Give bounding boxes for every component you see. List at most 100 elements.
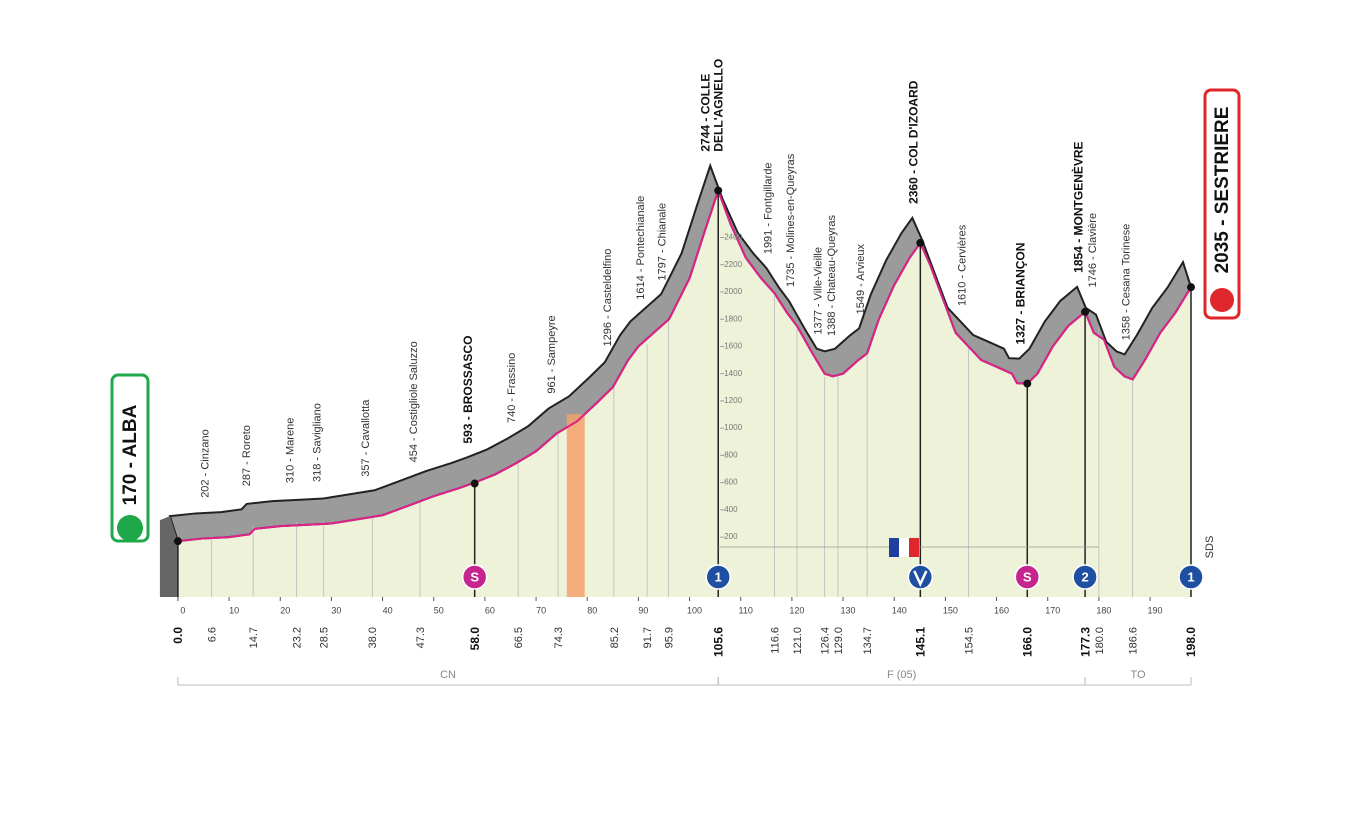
waypoint-dot bbox=[714, 186, 723, 195]
waypoint-name: 1610 - Cervières bbox=[956, 224, 968, 306]
km-label: 121.0 bbox=[792, 627, 804, 655]
km-label: 38.0 bbox=[367, 627, 379, 648]
marker-kom bbox=[1072, 564, 1098, 590]
profile-side bbox=[159, 516, 178, 597]
km-label: 145.1 bbox=[914, 627, 928, 657]
x-tick-label: 170 bbox=[1045, 605, 1060, 615]
marker-kom bbox=[1178, 564, 1204, 590]
waypoint-name: 1377 - Ville-Vieille bbox=[813, 247, 825, 335]
x-tick-label: 140 bbox=[892, 605, 907, 615]
km-label: 105.6 bbox=[711, 627, 725, 657]
waypoint-name: 1549 - Arvieux bbox=[855, 244, 867, 315]
km-label: 198.0 bbox=[1184, 627, 1198, 657]
waypoint-name: 1854 - MONTGENÈVRE bbox=[1070, 141, 1085, 272]
x-tick-label: 160 bbox=[994, 605, 1009, 615]
waypoint-name: 961 - Sampeyre bbox=[546, 315, 558, 393]
y-tick-label: 1000 bbox=[724, 423, 742, 432]
profile-fill bbox=[177, 190, 1191, 597]
finish-icon bbox=[1210, 288, 1234, 312]
km-label: 85.2 bbox=[609, 627, 621, 648]
region-label: F (05) bbox=[887, 669, 916, 681]
finish-label: 2035 - SESTRIERE bbox=[1212, 107, 1233, 274]
waypoint-dot bbox=[470, 479, 479, 488]
waypoint-name: 2744 - COLLE bbox=[698, 74, 712, 152]
km-label: 14.7 bbox=[248, 627, 260, 648]
x-tick-label: 10 bbox=[229, 605, 239, 615]
marker-sprint bbox=[1014, 564, 1041, 590]
x-tick-label: 60 bbox=[485, 605, 495, 615]
km-label: 91.7 bbox=[642, 627, 654, 648]
x-tick-label: 120 bbox=[789, 605, 804, 615]
y-tick-label: 2400 bbox=[724, 233, 742, 242]
waypoint-dot bbox=[173, 537, 182, 546]
y-tick-label: 1600 bbox=[724, 342, 742, 351]
marker-label: 1 bbox=[1187, 569, 1194, 584]
waypoint-name: 1296 - Casteldelfino bbox=[602, 249, 614, 347]
waypoint-name: 318 - Savigliano bbox=[312, 403, 324, 482]
km-label: 47.3 bbox=[415, 627, 427, 648]
marker-label: 1 bbox=[715, 569, 722, 584]
x-tick-label: 20 bbox=[280, 605, 290, 615]
marker-label: 2 bbox=[1081, 569, 1088, 584]
waypoint-name: 1327 - BRIANÇON bbox=[1013, 243, 1027, 345]
profile-line bbox=[177, 187, 1192, 543]
x-tick-label: 80 bbox=[587, 605, 597, 615]
km-label: 186.6 bbox=[1128, 627, 1140, 655]
x-tick-label: 150 bbox=[943, 605, 958, 615]
km-label: 0.0 bbox=[171, 627, 185, 644]
plot: 2004006008001000120014001600180020002200… bbox=[159, 59, 1216, 686]
km-label: 95.9 bbox=[663, 627, 675, 648]
flag-white bbox=[899, 538, 909, 557]
waypoint-name: 454 - Costigliole Saluzzo bbox=[408, 341, 420, 462]
region-label: TO bbox=[1131, 669, 1147, 681]
x-tick-label: 180 bbox=[1096, 605, 1111, 615]
waypoint-dot bbox=[1187, 283, 1195, 292]
km-label: 134.7 bbox=[862, 627, 874, 655]
marker-label: S bbox=[470, 569, 479, 584]
waypoint-dot bbox=[1081, 307, 1090, 316]
finish-badge bbox=[1203, 88, 1241, 320]
waypoint-name: 740 - Frassino bbox=[506, 353, 518, 423]
waypoint-name: 310 - Marene bbox=[285, 418, 297, 483]
km-label: 154.5 bbox=[963, 627, 975, 655]
waypoint-dot bbox=[916, 238, 925, 247]
x-tick-label: 110 bbox=[739, 605, 753, 615]
km-label: 126.4 bbox=[820, 627, 832, 655]
waypoint-name: 1991 - Fontgillarde bbox=[762, 162, 774, 254]
x-tick-label: 190 bbox=[1148, 605, 1163, 615]
y-tick-label: 800 bbox=[724, 450, 738, 459]
km-label: 28.5 bbox=[319, 627, 331, 648]
start-icon bbox=[117, 515, 143, 541]
waypoint-name: 1746 - Clavière bbox=[1087, 213, 1099, 288]
y-tick-label: 600 bbox=[724, 478, 738, 487]
x-tick-label: 30 bbox=[331, 605, 341, 615]
x-tick-label: 90 bbox=[638, 605, 648, 615]
marker-chevron bbox=[913, 570, 928, 587]
waypoint-name: 1388 - Chateau-Queyras bbox=[826, 214, 838, 336]
feed-zone bbox=[566, 414, 585, 597]
waypoint-name: 2360 - COL D'IZOARD bbox=[907, 80, 921, 204]
km-label: 180.0 bbox=[1094, 627, 1106, 655]
km-label: 58.0 bbox=[468, 627, 482, 651]
y-tick-label: 2000 bbox=[724, 287, 742, 296]
waypoint-name: 357 - Cavallotta bbox=[360, 399, 372, 477]
region-label: CN bbox=[440, 669, 456, 681]
km-label: 129.0 bbox=[833, 627, 845, 655]
y-tick-label: 1200 bbox=[724, 396, 742, 405]
km-label: 66.5 bbox=[513, 627, 525, 648]
km-label: 6.6 bbox=[207, 627, 219, 642]
waypoint-name: DELL'AGNELLO bbox=[711, 59, 725, 152]
waypoint-name: 1797 - Chianale bbox=[656, 203, 668, 281]
waypoint-name: 202 - Cinzano bbox=[200, 429, 212, 498]
flag-blue bbox=[889, 538, 899, 557]
start-label: 170 - ALBA bbox=[120, 404, 141, 505]
waypoint-name: 1735 - Molines-en-Queyras bbox=[785, 153, 797, 287]
x-tick-label: 50 bbox=[434, 605, 444, 615]
km-label: 74.3 bbox=[553, 627, 565, 648]
km-label: 23.2 bbox=[292, 627, 304, 648]
waypoint-name: 287 - Roreto bbox=[241, 425, 253, 486]
y-tick-label: 2200 bbox=[724, 260, 742, 269]
marker-kom bbox=[705, 564, 731, 590]
km-label: 116.6 bbox=[769, 627, 781, 654]
waypoint-name: 593 - BROSSASCO bbox=[461, 336, 475, 444]
